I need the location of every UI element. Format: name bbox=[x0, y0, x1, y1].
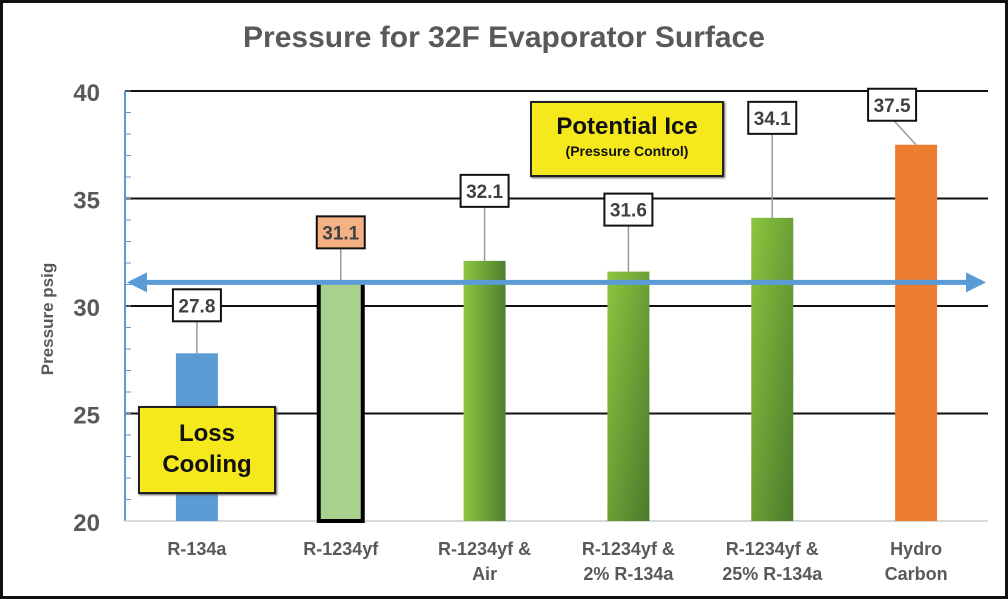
loss-cooling-line2: Cooling bbox=[162, 451, 252, 478]
data-label-box bbox=[747, 100, 798, 135]
data-label: 34.1 bbox=[754, 109, 791, 130]
bar-chart: 20 25 30 35 40 27.8 R-134a 31.1 R-1234yf 32.1 R-12… bbox=[73, 80, 988, 584]
bar bbox=[751, 217, 794, 521]
x-category-label: R-1234yf & bbox=[438, 539, 531, 559]
loss-cooling-annotation: Loss Cooling bbox=[138, 406, 276, 494]
x-category-label: Hydro bbox=[890, 539, 942, 559]
bar bbox=[463, 260, 506, 521]
chart-title: Pressure for 32F Evaporator Surface bbox=[243, 21, 765, 54]
y-tick-label: 35 bbox=[73, 188, 100, 215]
data-label-box bbox=[315, 215, 366, 250]
potential-ice-title: Potential Ice bbox=[556, 113, 698, 140]
y-tick-label: 20 bbox=[73, 510, 100, 537]
data-label-leader bbox=[891, 118, 917, 146]
x-category-label: Carbon bbox=[885, 564, 948, 584]
x-category-label: R-1234yf & bbox=[726, 539, 819, 559]
x-category-label: 25% R-134a bbox=[722, 564, 823, 584]
data-label-box bbox=[459, 173, 510, 208]
data-label: 27.8 bbox=[178, 296, 215, 317]
x-category-label: R-134a bbox=[167, 539, 227, 559]
x-category-label: Air bbox=[472, 564, 497, 584]
bar bbox=[895, 144, 938, 521]
data-label-box bbox=[867, 87, 918, 122]
bar bbox=[316, 280, 365, 523]
y-tick-label: 25 bbox=[73, 403, 100, 430]
x-category-label: R-1234yf & bbox=[582, 539, 675, 559]
x-category-label: R-1234yf bbox=[303, 539, 379, 559]
y-tick-label: 30 bbox=[73, 295, 100, 322]
data-label: 31.1 bbox=[322, 223, 359, 244]
data-label: 31.6 bbox=[610, 201, 647, 222]
y-tick-label: 40 bbox=[73, 80, 100, 107]
potential-ice-annotation: Potential Ice (Pressure Control) bbox=[530, 101, 724, 177]
loss-cooling-line1: Loss bbox=[178, 420, 235, 447]
potential-ice-subtitle: (Pressure Control) bbox=[565, 143, 689, 159]
data-label-box bbox=[603, 192, 654, 227]
data-label: 32.1 bbox=[466, 182, 503, 203]
bar bbox=[607, 271, 650, 521]
x-category-label: 2% R-134a bbox=[583, 564, 674, 584]
data-label: 37.5 bbox=[874, 96, 911, 117]
